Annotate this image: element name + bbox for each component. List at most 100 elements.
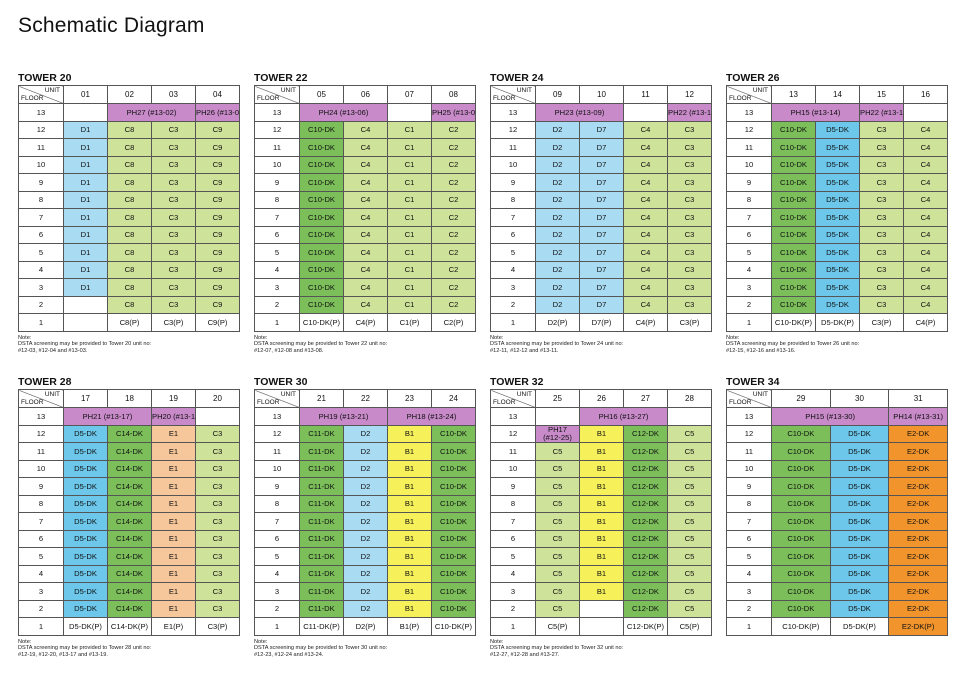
penthouse-cell: PH21 (#13-17) bbox=[63, 407, 152, 426]
unit-cell: C3 bbox=[151, 295, 196, 314]
unit-cell: C14-DK bbox=[107, 424, 152, 443]
floor-number: 10 bbox=[490, 155, 536, 174]
unit-cell: B1 bbox=[387, 442, 432, 461]
tower-note: Note: DSTA screening may be provided to T… bbox=[254, 335, 476, 355]
unit-cell: C5 bbox=[535, 547, 580, 566]
floor-number: 8 bbox=[254, 494, 300, 513]
floor-row: 10 D1 C8 C3 C9 bbox=[18, 155, 240, 174]
floor-number: 9 bbox=[18, 173, 64, 192]
unit-number: 26 bbox=[579, 389, 624, 408]
unit-cell: D5-DK bbox=[829, 459, 890, 478]
unit-cell: C3 bbox=[667, 173, 712, 192]
unit-cell: D7 bbox=[579, 120, 624, 139]
unit-cell: E1(P) bbox=[151, 617, 196, 636]
floor-row: 1 C8(P) C3(P) C9(P) bbox=[18, 313, 240, 332]
unit-cell: C3 bbox=[859, 138, 904, 157]
tower-note: Note: DSTA screening may be provided to T… bbox=[18, 639, 240, 659]
unit-cell: C10-DK bbox=[431, 529, 476, 548]
unit-cell: C10-DK bbox=[771, 120, 816, 139]
floor-number: 10 bbox=[490, 459, 536, 478]
floor-row: 7 D2 D7 C4 C3 bbox=[490, 208, 712, 227]
empty-cell bbox=[63, 313, 108, 332]
unit-cell: C12-DK(P) bbox=[623, 617, 668, 636]
unit-cell: C4 bbox=[623, 173, 668, 192]
unit-cell: C14-DK bbox=[107, 564, 152, 583]
unit-cell: C10-DK bbox=[771, 564, 831, 583]
unit-cell: C1 bbox=[387, 295, 432, 314]
unit-cell: C12-DK bbox=[623, 494, 668, 513]
unit-cell: C9 bbox=[195, 243, 240, 262]
unit-cell: C9 bbox=[195, 208, 240, 227]
unit-cell: C4 bbox=[623, 278, 668, 297]
unit-cell: E1 bbox=[151, 564, 196, 583]
unit-cell: D7 bbox=[579, 173, 624, 192]
floor-row: 3 C5 B1 C12-DK C5 bbox=[490, 582, 712, 601]
floor-number: 8 bbox=[18, 190, 64, 209]
floor-number: 13 bbox=[18, 407, 64, 426]
unit-cell: C5 bbox=[667, 512, 712, 531]
floor-number: 4 bbox=[726, 260, 772, 279]
floor-label: FLOOR bbox=[729, 95, 752, 102]
penthouse-cell: PH20 (#13-19) bbox=[151, 407, 196, 426]
unit-cell: D7 bbox=[579, 260, 624, 279]
unit-cell: C9 bbox=[195, 120, 240, 139]
floor-number: 5 bbox=[726, 547, 772, 566]
unit-cell: C5 bbox=[667, 599, 712, 618]
floor-row: 6 D5-DK C14-DK E1 C3 bbox=[18, 529, 240, 548]
floor-row: 3 C10-DK D5-DK E2-DK bbox=[726, 582, 948, 601]
floor-number: 3 bbox=[490, 278, 536, 297]
floor-number: 2 bbox=[254, 295, 300, 314]
floor-number: 5 bbox=[18, 547, 64, 566]
empty-cell bbox=[387, 103, 432, 122]
floor-number: 7 bbox=[254, 208, 300, 227]
floor-row: 6 D1 C8 C3 C9 bbox=[18, 225, 240, 244]
unit-cell: E2-DK bbox=[888, 459, 948, 478]
floor-number: 8 bbox=[490, 494, 536, 513]
unit-cell: C3 bbox=[859, 190, 904, 209]
floor-row: 1 C10-DK(P) D5-DK(P) E2-DK(P) bbox=[726, 617, 948, 636]
unit-cell: C10-DK bbox=[299, 208, 344, 227]
note-line: #12-07, #12-08 and #13-08. bbox=[254, 347, 324, 354]
floor-row: 2 C5 C12-DK C5 bbox=[490, 599, 712, 618]
unit-cell: D1 bbox=[63, 225, 108, 244]
unit-number: 21 bbox=[299, 389, 344, 408]
unit-number: 11 bbox=[623, 85, 668, 104]
unit-cell: C8(P) bbox=[107, 313, 152, 332]
unit-cell: C4 bbox=[343, 120, 388, 139]
floor-number: 12 bbox=[726, 120, 772, 139]
unit-cell: D5-DK bbox=[63, 424, 108, 443]
unit-cell: C4 bbox=[903, 190, 948, 209]
floor-number: 12 bbox=[18, 424, 64, 443]
floor-row: 9 C10-DK D5-DK C3 C4 bbox=[726, 173, 948, 192]
unit-cell: C10-DK bbox=[431, 459, 476, 478]
unit-cell: C5(P) bbox=[667, 617, 712, 636]
unit-floor-corner: UNIT FLOOR bbox=[254, 85, 300, 104]
unit-cell: D2 bbox=[535, 173, 580, 192]
unit-cell: C9 bbox=[195, 295, 240, 314]
floor-row: 12 PH17 (#12-25) B1 C12-DK C5 bbox=[490, 424, 712, 443]
unit-cell: B1 bbox=[387, 459, 432, 478]
floor-number: 1 bbox=[254, 617, 300, 636]
unit-number: 28 bbox=[667, 389, 712, 408]
note-line: #12-23, #12-24 and #13-24. bbox=[254, 651, 324, 658]
unit-cell: D2 bbox=[535, 120, 580, 139]
floor-row: 11 C5 B1 C12-DK C5 bbox=[490, 442, 712, 461]
unit-cell: C4 bbox=[903, 173, 948, 192]
unit-cell: C8 bbox=[107, 138, 152, 157]
floor-row: 10 C10-DK D5-DK E2-DK bbox=[726, 459, 948, 478]
unit-cell: C3(P) bbox=[195, 617, 240, 636]
note-line: DSTA screening may be provided to Tower … bbox=[490, 341, 624, 347]
unit-cell: C4 bbox=[343, 155, 388, 174]
unit-cell: B1 bbox=[579, 529, 624, 548]
floor-row: 8 D1 C8 C3 C9 bbox=[18, 190, 240, 209]
unit-cell: C4 bbox=[903, 260, 948, 279]
floor-number: 3 bbox=[18, 582, 64, 601]
tower-title: TOWER 20 bbox=[18, 72, 72, 84]
floor-label: FLOOR bbox=[21, 95, 44, 102]
empty-cell bbox=[63, 295, 108, 314]
unit-cell: C14-DK bbox=[107, 512, 152, 531]
floor-number: 2 bbox=[726, 599, 772, 618]
unit-cell: C10-DK bbox=[771, 208, 816, 227]
unit-cell: E2-DK bbox=[888, 582, 948, 601]
unit-cell: C5 bbox=[667, 494, 712, 513]
